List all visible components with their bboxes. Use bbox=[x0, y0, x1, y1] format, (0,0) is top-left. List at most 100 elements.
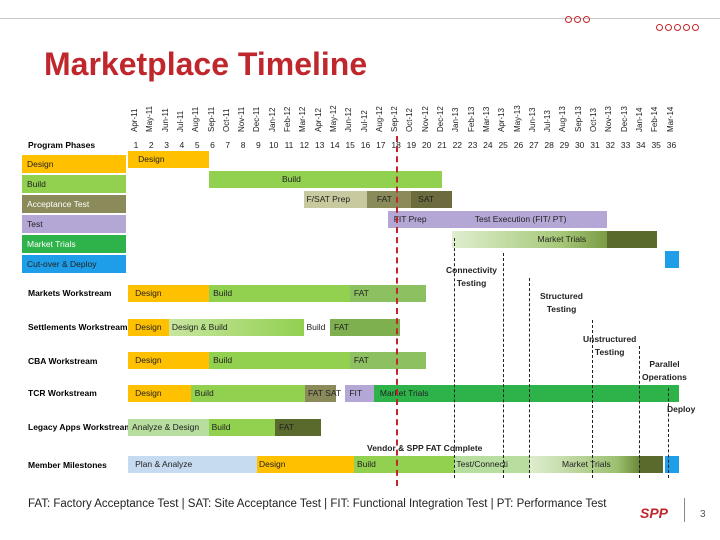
milestone-dashed-line bbox=[639, 346, 641, 478]
bar-label: FAT bbox=[353, 355, 369, 365]
bar-label: Market Trials bbox=[379, 388, 429, 398]
month-label: Nov-12 bbox=[420, 106, 430, 132]
bar-label: Test Execution (FIT/ PT) bbox=[474, 214, 567, 224]
deploy-note: Deploy bbox=[667, 404, 696, 414]
month-label: Dec-13 bbox=[619, 106, 629, 132]
bar-label: Design bbox=[138, 154, 165, 164]
month-number: 17 bbox=[376, 140, 386, 150]
month-label: Jun-12 bbox=[344, 107, 354, 132]
milestone-dashed-line bbox=[591, 320, 593, 478]
workstream-label: CBA Workstream bbox=[28, 356, 98, 366]
month-label: May-13 bbox=[512, 105, 522, 132]
bar-label: SAT bbox=[418, 194, 435, 204]
gantt-bar bbox=[374, 385, 679, 402]
month-number: 30 bbox=[574, 140, 585, 150]
month-number: 23 bbox=[467, 140, 478, 150]
month-number: 16 bbox=[360, 140, 371, 150]
gantt-bar bbox=[128, 352, 210, 369]
bar-label: Build bbox=[282, 174, 301, 184]
bar-label: F/SAT Prep bbox=[306, 194, 351, 204]
program-phases-header: Program Phases bbox=[28, 140, 96, 150]
gantt-bar bbox=[128, 151, 210, 168]
bar-label: FIT Prep bbox=[393, 214, 427, 224]
gantt-bar bbox=[209, 419, 275, 436]
gantt-bar bbox=[274, 419, 321, 436]
current-date-line bbox=[395, 136, 398, 486]
month-label: May-12 bbox=[328, 105, 338, 132]
gantt-bar bbox=[349, 285, 427, 302]
bar-label: Build bbox=[356, 459, 376, 469]
month-label: Aug-12 bbox=[374, 106, 384, 132]
gantt-bar bbox=[452, 211, 607, 228]
month-number: 20 bbox=[421, 140, 432, 150]
month-number: 31 bbox=[590, 140, 600, 150]
month-label: Mar-13 bbox=[481, 106, 491, 132]
bar-label: Design & Build bbox=[171, 322, 228, 332]
month-number: 12 bbox=[299, 140, 310, 150]
month-label: Mar-14 bbox=[665, 106, 675, 132]
month-label: Feb-14 bbox=[650, 106, 660, 132]
gantt-bar bbox=[329, 319, 401, 336]
month-number: 21 bbox=[437, 140, 447, 150]
month-number: 22 bbox=[452, 140, 463, 150]
month-number: 9 bbox=[256, 140, 261, 150]
gantt-bar bbox=[209, 285, 350, 302]
bar-label: Build bbox=[213, 288, 233, 298]
month-label: Jan-14 bbox=[634, 107, 644, 132]
bar-label: Test/Connecti bbox=[456, 459, 508, 469]
bar-label: Design bbox=[135, 288, 162, 298]
workstream-label: Markets Workstream bbox=[28, 288, 112, 298]
month-label: Apr-12 bbox=[313, 107, 323, 132]
month-label: Mar-12 bbox=[298, 106, 308, 132]
gantt-bar bbox=[639, 456, 664, 473]
gantt-bar bbox=[209, 352, 350, 369]
workstream-label: Settlements Workstream bbox=[28, 322, 128, 332]
timeline-chart: Apr-11 May-11 Jun-11 Jul-11 Aug-11 Sep-11 Oct-… bbox=[22, 88, 700, 486]
gantt-bar bbox=[606, 231, 658, 248]
bar-label: FAT bbox=[278, 422, 294, 432]
month-label: Sep-12 bbox=[390, 106, 400, 132]
bar-label: FAT bbox=[353, 288, 369, 298]
bar-label: FAT bbox=[376, 194, 392, 204]
month-label: Nov-13 bbox=[604, 106, 614, 132]
gantt-bar bbox=[128, 285, 210, 302]
month-label: Sep-11 bbox=[206, 106, 216, 132]
gantt-bar bbox=[349, 352, 427, 369]
month-label: Apr-13 bbox=[497, 107, 507, 132]
month-label: Apr-11 bbox=[130, 108, 139, 132]
gantt-bar bbox=[209, 171, 442, 188]
gantt-bar bbox=[345, 385, 375, 402]
bar-label: Design bbox=[135, 322, 162, 332]
month-number: 11 bbox=[284, 140, 294, 150]
bar-label: FAT bbox=[334, 322, 349, 332]
month-number: 13 bbox=[314, 140, 325, 150]
month-number: 3 bbox=[164, 140, 169, 150]
workstream-label: TCR Workstream bbox=[28, 388, 97, 398]
month-label: Aug-13 bbox=[558, 106, 568, 132]
month-number: 1 bbox=[133, 140, 139, 150]
month-label: Dec-12 bbox=[436, 106, 445, 132]
month-number: 32 bbox=[605, 140, 616, 150]
phase-label: Build bbox=[22, 175, 126, 193]
month-label: Feb-13 bbox=[466, 106, 476, 132]
month-label: May-11 bbox=[145, 105, 155, 132]
gantt-bar bbox=[128, 385, 191, 402]
month-label: Jul-13 bbox=[543, 110, 553, 132]
footer-legend: FAT: Factory Acceptance Test | SAT: Site… bbox=[28, 498, 607, 510]
month-label: Jan-13 bbox=[451, 107, 461, 132]
gantt-bar bbox=[388, 211, 453, 228]
month-number: 5 bbox=[194, 140, 200, 150]
month-number: 7 bbox=[225, 140, 231, 150]
parallel-operations-note: Parallel Operations bbox=[642, 359, 687, 382]
bar-label: Analyze & Design bbox=[132, 422, 200, 432]
milestone-dashed-line bbox=[453, 238, 455, 478]
gantt-bar bbox=[452, 231, 607, 248]
vendor-fat-note: Vendor & SPP FAT Complete bbox=[367, 443, 483, 453]
gantt-bar bbox=[366, 191, 412, 208]
month-label: Jul-12 bbox=[359, 110, 369, 132]
month-number: 10 bbox=[268, 140, 279, 150]
month-label: Oct-12 bbox=[405, 107, 415, 132]
month-label: Sep-13 bbox=[573, 106, 583, 132]
milestone-dashed-line bbox=[528, 278, 530, 478]
phase-label: Cut-over & Deploy bbox=[22, 255, 126, 273]
